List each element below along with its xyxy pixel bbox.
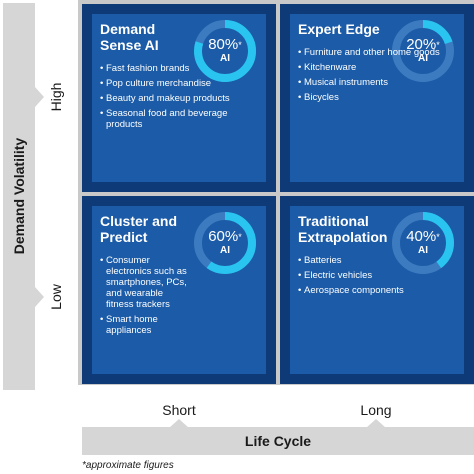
donut-label: 40%* AI (390, 210, 456, 276)
donut-arc (392, 212, 454, 274)
quadrant-panel: Expert Edge 20%* AI Furniture and other … (290, 14, 464, 182)
x-axis-title: Life Cycle (244, 433, 312, 449)
approx-mark: * (238, 232, 242, 242)
y-axis-title: Demand Volatility (11, 137, 27, 255)
x-axis-notch-long (366, 419, 386, 428)
list-item: Furniture and other home goods (298, 47, 456, 58)
list-item: Fast fashion brands (100, 63, 258, 74)
donut-label: 60%* AI (192, 210, 258, 276)
y-axis-label-low: Low (48, 284, 64, 310)
list-item: Seasonal food and beverage products (100, 108, 258, 130)
donut-arc (392, 20, 454, 82)
x-axis-label-long: Long (360, 402, 392, 418)
ai-percent-value: 80% (208, 36, 239, 53)
ai-share-donut: 60%* AI (192, 210, 258, 276)
approx-mark: * (436, 40, 440, 50)
donut-label: 80%* AI (192, 18, 258, 84)
x-axis-notch-short (169, 419, 189, 428)
x-axis-label-short: Short (162, 402, 196, 418)
list-item: Beauty and makeup products (100, 93, 258, 104)
ai-percent: 40%* (406, 229, 440, 245)
example-list: Fast fashion brands Pop culture merchand… (100, 63, 258, 130)
quadrant-panel: Traditional Extrapolation 40%* AI Batter… (290, 206, 464, 374)
list-item: Electric vehicles (298, 270, 456, 281)
donut-arc (194, 212, 256, 274)
list-item: Musical instruments (298, 77, 456, 88)
quadrant-cluster-and-predict: Cluster and Predict 60%* AI Consumer ele… (82, 196, 276, 384)
quadrant-expert-edge: Expert Edge 20%* AI Furniture and other … (280, 4, 474, 192)
list-item: Kitchenware (298, 62, 456, 73)
list-item: Batteries (298, 255, 456, 266)
quadrant-panel: Cluster and Predict 60%* AI Consumer ele… (92, 206, 266, 374)
quadrant-title: Demand Sense AI (100, 21, 159, 53)
list-item: Pop culture merchandise (100, 78, 258, 89)
quadrant-title: Cluster and Predict (100, 213, 178, 245)
list-item: Aerospace components (298, 285, 456, 296)
quadrant-traditional-extrapolation: Traditional Extrapolation 40%* AI Batter… (280, 196, 474, 384)
ai-label: AI (220, 245, 230, 256)
list-item: Bicycles (298, 92, 456, 103)
donut-ring (194, 212, 256, 274)
quadrant-panel: Demand Sense AI 80%* AI Fast fashion bra… (92, 14, 266, 182)
footnote: *approximate figures (82, 460, 174, 471)
quadrant-title: Expert Edge (298, 21, 380, 37)
example-list: Batteries Electric vehicles Aerospace co… (298, 255, 456, 296)
y-axis-band (3, 3, 35, 390)
list-item: Smart home appliances (100, 314, 188, 336)
quadrant-title: Traditional Extrapolation (298, 213, 388, 245)
ai-percent: 80%* (208, 37, 242, 53)
y-axis-label-high: High (48, 82, 64, 112)
x-axis-band: Life Cycle (82, 427, 474, 455)
quadrant-demand-sense-ai: Demand Sense AI 80%* AI Fast fashion bra… (82, 4, 276, 192)
ai-percent-value: 60% (208, 228, 239, 245)
ai-label: AI (418, 245, 428, 256)
ai-percent-value: 40% (406, 228, 437, 245)
ai-share-donut: 80%* AI (192, 18, 258, 84)
ai-label: AI (418, 53, 428, 64)
ai-label: AI (220, 53, 230, 64)
ai-share-donut: 40%* AI (390, 210, 456, 276)
approx-mark: * (238, 40, 242, 50)
y-axis-notch-high (35, 87, 44, 107)
y-axis-notch-low (35, 287, 44, 307)
ai-percent: 60%* (208, 229, 242, 245)
approx-mark: * (436, 232, 440, 242)
quadrant-grid: Demand Sense AI 80%* AI Fast fashion bra… (78, 0, 474, 385)
list-item: Consumer electronics such as smartphones… (100, 255, 188, 310)
example-list: Consumer electronics such as smartphones… (100, 255, 258, 336)
example-list: Furniture and other home goods Kitchenwa… (298, 47, 456, 103)
